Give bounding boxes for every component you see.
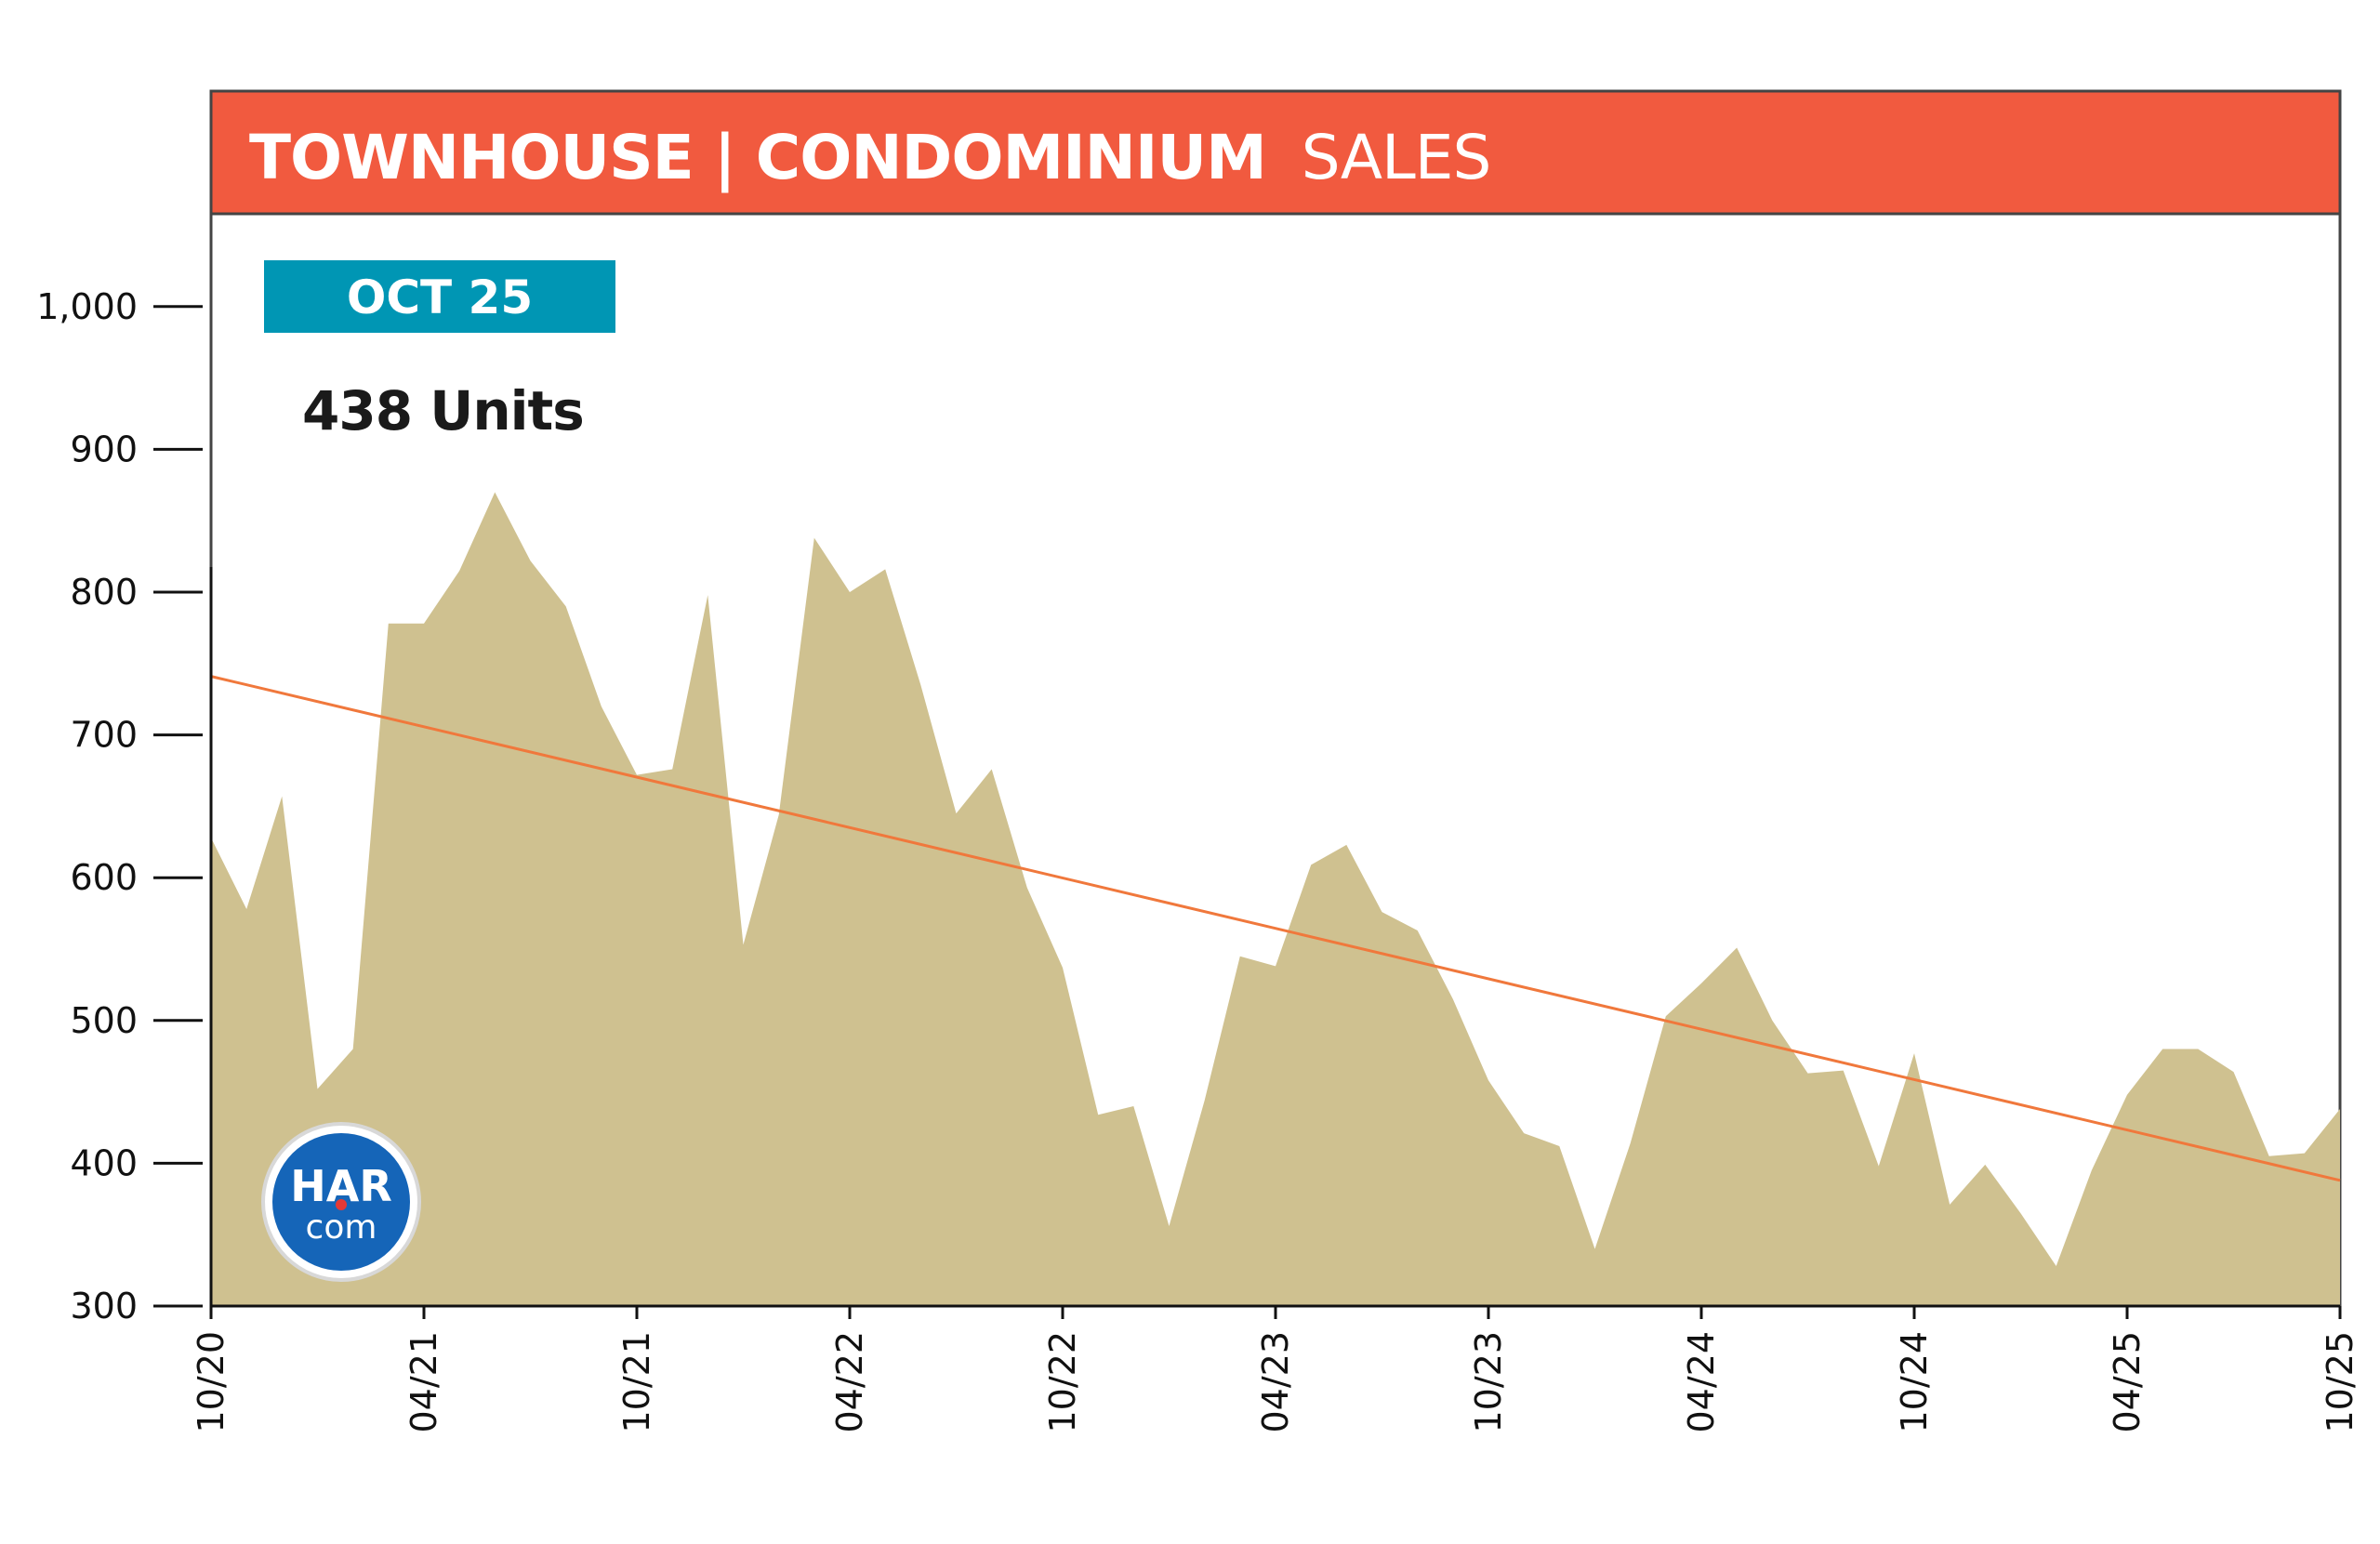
units-value: 438 Units	[302, 379, 584, 442]
trend-layer	[210, 675, 2341, 1182]
y-tick-label: 500	[70, 1000, 138, 1041]
y-tick-label: 700	[70, 715, 138, 756]
x-tick-label: 04/22	[829, 1331, 870, 1433]
x-tick-label: 04/24	[1681, 1331, 1722, 1433]
area-layer	[211, 492, 2340, 1306]
y-tick-label: 900	[70, 429, 138, 469]
har-logo-dot-icon	[336, 1199, 347, 1210]
har-logo-subtext: com	[306, 1208, 377, 1247]
y-tick-label: 600	[70, 857, 138, 898]
x-tick-label: 10/24	[1894, 1331, 1935, 1433]
x-tick-label: 04/23	[1255, 1331, 1296, 1433]
date-badge-text: OCT 25	[347, 271, 533, 324]
chart-title-bold: TOWNHOUSE | CONDOMINIUM	[249, 122, 1266, 194]
sales-area	[211, 492, 2340, 1306]
date-badge	[264, 260, 615, 333]
x-tick-label: 04/25	[2107, 1331, 2148, 1433]
y-tick-label: 800	[70, 572, 138, 613]
har-logo: HAR com	[261, 1122, 421, 1282]
x-tick-label: 10/25	[2320, 1331, 2360, 1433]
x-tick-label: 10/22	[1042, 1331, 1083, 1433]
chart-title-light: SALES	[1302, 122, 1491, 193]
y-axis-ticks: 300 400 500 600 700 800 900 1,000	[36, 286, 203, 1326]
x-tick-label: 10/21	[616, 1331, 657, 1433]
x-tick-label: 10/20	[191, 1331, 231, 1433]
x-tick-label: 10/23	[1468, 1331, 1509, 1433]
header-band	[209, 89, 2342, 216]
y-tick-label: 400	[70, 1142, 138, 1183]
x-tick-label: 04/21	[403, 1331, 444, 1433]
y-tick-label: 300	[70, 1286, 138, 1326]
y-tick-label: 1,000	[36, 286, 138, 327]
chart-title: TOWNHOUSE | CONDOMINIUM SALES	[249, 122, 1490, 194]
trend-line	[210, 675, 2341, 1182]
x-axis-ticks: 10/20 04/21 10/21 04/22 10/22 04/23 10/23 04/24…	[191, 1306, 2360, 1433]
